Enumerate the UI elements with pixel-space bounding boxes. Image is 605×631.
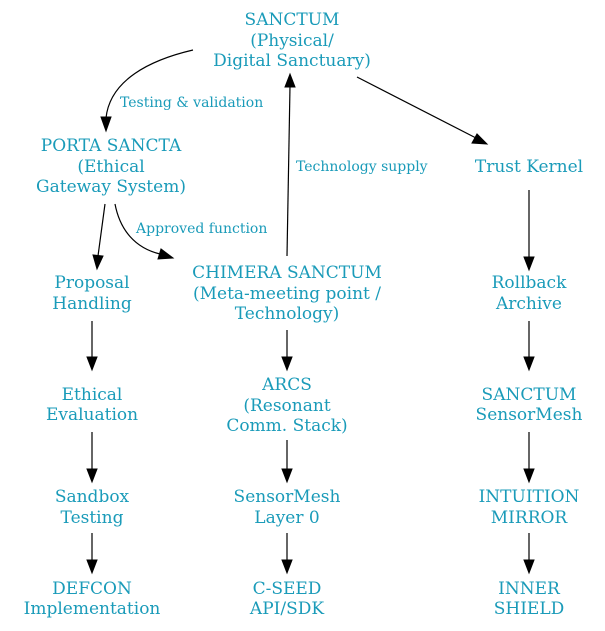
edge-sanctum-to-trust [356,76,477,139]
node-porta-sancta: PORTA SANCTA (Ethical Gateway System) [36,136,186,197]
node-intuition-line-1: INTUITION [479,487,580,507]
node-intuition-mirror: INTUITION MIRROR [479,487,580,528]
node-c-seed: C-SEED API/SDK [249,579,324,619]
node-sensormesh0-line-2: Layer 0 [254,508,319,528]
node-sandbox-testing: Sandbox Testing [55,487,130,528]
node-chimera-line-2: (Meta-meeting point / [193,284,381,304]
edge-chimera-to-sanctum [286,85,291,257]
nodes: SANCTUM (Physical/ Digital Sanctuary) PO… [24,10,584,619]
node-defcon-implementation: DEFCON Implementation [24,579,161,619]
node-sanctum-sensormesh: SANCTUM SensorMesh [476,385,583,425]
node-porta-line-3: Gateway System) [36,177,186,197]
arrowhead-sanctum-to-porta [100,116,112,133]
node-sanctum: SANCTUM (Physical/ Digital Sanctuary) [213,10,371,71]
arrowhead-chimera-to-arcs [281,356,293,372]
node-sanctum-sensormesh-line-2: SensorMesh [476,405,583,425]
node-rollback-line-1: Rollback [492,273,567,293]
node-arcs-line-2: (Resonant [243,396,330,416]
arrowhead-rollback-to-sanctum-sensormesh [523,356,535,372]
node-sandbox-line-1: Sandbox [55,487,130,507]
arrowhead-sandbox-to-defcon [86,559,98,575]
arrowhead-arcs-to-sensormesh0 [281,468,293,484]
edge-label-technology-supply: Technology supply [296,159,428,175]
arrowhead-porta-to-chimera [157,248,175,260]
node-ethical-line-1: Ethical [62,385,123,405]
node-porta-line-1: PORTA SANCTA [41,136,182,156]
node-sanctum-line-2: (Physical/ [250,31,334,51]
arrowhead-sensormesh0-to-cseed [281,559,293,575]
node-inner-shield-line-1: INNER [498,579,561,599]
node-ethical-line-2: Evaluation [46,405,138,425]
edge-labels: Testing & validation Technology supply A… [120,95,428,237]
node-trust-kernel: Trust Kernel [475,157,583,177]
node-intuition-line-2: MIRROR [491,508,569,528]
edge-label-testing-validation: Testing & validation [120,95,263,111]
node-ethical-evaluation: Ethical Evaluation [46,385,138,425]
arrowhead-porta-to-proposal [92,254,104,271]
node-chimera-sanctum: CHIMERA SANCTUM (Meta-meeting point / Te… [192,263,382,324]
node-rollback-archive: Rollback Archive [492,273,567,314]
node-arcs: ARCS (Resonant Comm. Stack) [226,375,347,436]
edge-porta-to-proposal [97,203,106,257]
node-defcon-line-2: Implementation [24,599,161,619]
node-proposal-line-2: Handling [52,294,132,314]
arrowhead-ethical-to-sandbox [86,468,98,484]
node-sandbox-line-2: Testing [61,508,124,528]
node-sanctum-line-1: SANCTUM [245,10,340,30]
node-proposal-line-1: Proposal [54,273,129,293]
edge-label-approved-function: Approved function [135,221,267,237]
node-sensormesh-layer-0: SensorMesh Layer 0 [234,487,341,528]
arrowhead-trust-to-rollback [523,256,535,272]
arrowhead-sanctum-to-trust [471,133,489,145]
node-defcon-line-1: DEFCON [52,579,132,599]
edge-porta-to-chimera [114,203,161,255]
node-inner-shield-line-2: SHIELD [494,599,565,619]
arrowhead-proposal-to-ethical [86,356,98,372]
arrowhead-chimera-to-sanctum [284,72,296,88]
node-inner-shield: INNER SHIELD [494,579,565,619]
node-sanctum-line-3: Digital Sanctuary) [213,51,371,71]
node-porta-line-2: (Ethical [77,157,144,177]
edge-sanctum-to-porta [105,49,194,119]
node-chimera-line-1: CHIMERA SANCTUM [192,263,382,283]
arrowhead-intuition-to-inner-shield [523,559,535,575]
node-sensormesh0-line-1: SensorMesh [234,487,341,507]
node-cseed-line-1: C-SEED [253,579,322,599]
node-arcs-line-1: ARCS [261,375,312,395]
node-proposal-handling: Proposal Handling [52,273,132,314]
node-chimera-line-3: Technology) [235,304,340,324]
node-arcs-line-3: Comm. Stack) [226,416,347,436]
node-trust-kernel-line-1: Trust Kernel [475,157,583,177]
edges [86,49,535,575]
node-rollback-line-2: Archive [495,294,562,314]
node-cseed-line-2: API/SDK [249,599,324,619]
node-sanctum-sensormesh-line-1: SANCTUM [482,385,577,405]
arrowhead-sanctum-sensormesh-to-intuition [523,468,535,484]
